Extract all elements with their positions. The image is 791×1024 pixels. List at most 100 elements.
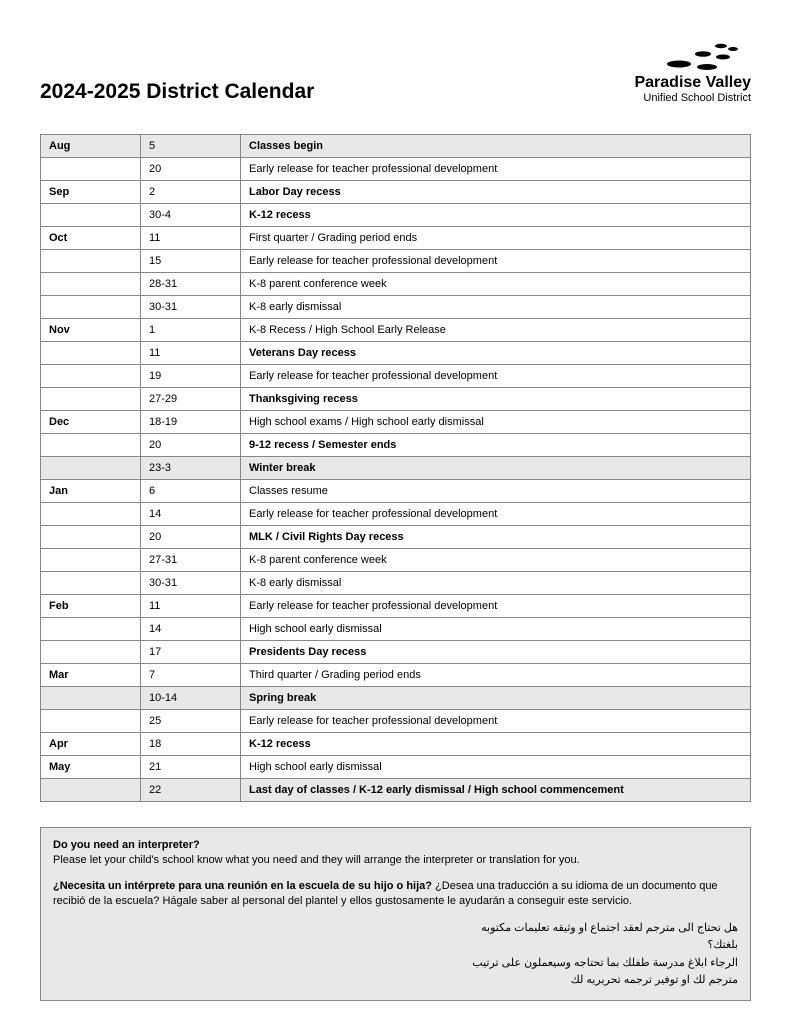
table-row: 23-3Winter break (41, 457, 751, 480)
event-cell: Early release for teacher professional d… (241, 365, 751, 388)
table-row: Aug5Classes begin (41, 135, 751, 158)
event-cell: K-12 recess (241, 733, 751, 756)
month-cell: May (41, 756, 141, 779)
page-header: 2024-2025 District Calendar Paradise Val… (40, 40, 751, 104)
logo-subtitle: Unified School District (634, 92, 751, 104)
table-row: 28-31K-8 parent conference week (41, 273, 751, 296)
table-row: 30-31K-8 early dismissal (41, 572, 751, 595)
table-row: Apr18K-12 recess (41, 733, 751, 756)
logo-icon (634, 40, 751, 72)
event-cell: 9-12 recess / Semester ends (241, 434, 751, 457)
date-cell: 28-31 (141, 273, 241, 296)
date-cell: 11 (141, 227, 241, 250)
table-row: 19Early release for teacher professional… (41, 365, 751, 388)
date-cell: 7 (141, 664, 241, 687)
date-cell: 20 (141, 526, 241, 549)
footer-en-question: Do you need an interpreter? (53, 839, 200, 851)
date-cell: 11 (141, 342, 241, 365)
date-cell: 19 (141, 365, 241, 388)
month-cell: Mar (41, 664, 141, 687)
table-row: Jan6Classes resume (41, 480, 751, 503)
table-row: Sep2Labor Day recess (41, 181, 751, 204)
month-cell: Sep (41, 181, 141, 204)
month-cell (41, 273, 141, 296)
table-row: 14High school early dismissal (41, 618, 751, 641)
month-cell (41, 526, 141, 549)
table-row: 17Presidents Day recess (41, 641, 751, 664)
event-cell: High school early dismissal (241, 618, 751, 641)
month-cell (41, 342, 141, 365)
event-cell: Veterans Day recess (241, 342, 751, 365)
footer-en-body: Please let your child's school know what… (53, 854, 580, 866)
month-cell (41, 503, 141, 526)
event-cell: K-12 recess (241, 204, 751, 227)
event-cell: Winter break (241, 457, 751, 480)
event-cell: Early release for teacher professional d… (241, 158, 751, 181)
table-row: Feb11Early release for teacher professio… (41, 595, 751, 618)
event-cell: K-8 parent conference week (241, 273, 751, 296)
date-cell: 23-3 (141, 457, 241, 480)
month-cell (41, 158, 141, 181)
event-cell: K-8 early dismissal (241, 296, 751, 319)
calendar-table: Aug5Classes begin20Early release for tea… (40, 134, 751, 802)
table-row: 27-29Thanksgiving recess (41, 388, 751, 411)
table-row: 209-12 recess / Semester ends (41, 434, 751, 457)
month-cell (41, 457, 141, 480)
date-cell: 14 (141, 503, 241, 526)
date-cell: 10-14 (141, 687, 241, 710)
month-cell: Feb (41, 595, 141, 618)
table-row: 22Last day of classes / K-12 early dismi… (41, 779, 751, 802)
date-cell: 6 (141, 480, 241, 503)
district-logo: Paradise Valley Unified School District (634, 40, 751, 104)
event-cell: Thanksgiving recess (241, 388, 751, 411)
logo-name: Paradise Valley (634, 74, 751, 92)
date-cell: 11 (141, 595, 241, 618)
table-row: 14Early release for teacher professional… (41, 503, 751, 526)
month-cell (41, 365, 141, 388)
event-cell: Early release for teacher professional d… (241, 710, 751, 733)
table-row: May21High school early dismissal (41, 756, 751, 779)
month-cell (41, 434, 141, 457)
date-cell: 20 (141, 158, 241, 181)
event-cell: Early release for teacher professional d… (241, 250, 751, 273)
date-cell: 27-29 (141, 388, 241, 411)
date-cell: 2 (141, 181, 241, 204)
event-cell: K-8 early dismissal (241, 572, 751, 595)
event-cell: Spring break (241, 687, 751, 710)
event-cell: First quarter / Grading period ends (241, 227, 751, 250)
date-cell: 18 (141, 733, 241, 756)
event-cell: MLK / Civil Rights Day recess (241, 526, 751, 549)
date-cell: 1 (141, 319, 241, 342)
event-cell: High school early dismissal (241, 756, 751, 779)
month-cell: Aug (41, 135, 141, 158)
event-cell: Presidents Day recess (241, 641, 751, 664)
month-cell (41, 296, 141, 319)
date-cell: 30-4 (141, 204, 241, 227)
month-cell (41, 204, 141, 227)
table-row: 20MLK / Civil Rights Day recess (41, 526, 751, 549)
table-row: Nov1K-8 Recess / High School Early Relea… (41, 319, 751, 342)
date-cell: 25 (141, 710, 241, 733)
event-cell: Early release for teacher professional d… (241, 595, 751, 618)
month-cell: Jan (41, 480, 141, 503)
page-title: 2024-2025 District Calendar (40, 80, 314, 104)
table-row: 30-4K-12 recess (41, 204, 751, 227)
table-row: 11Veterans Day recess (41, 342, 751, 365)
table-row: 25Early release for teacher professional… (41, 710, 751, 733)
month-cell (41, 687, 141, 710)
month-cell (41, 572, 141, 595)
date-cell: 17 (141, 641, 241, 664)
month-cell (41, 388, 141, 411)
table-row: 15Early release for teacher professional… (41, 250, 751, 273)
table-row: 30-31K-8 early dismissal (41, 296, 751, 319)
month-cell: Apr (41, 733, 141, 756)
event-cell: K-8 Recess / High School Early Release (241, 319, 751, 342)
date-cell: 18-19 (141, 411, 241, 434)
table-row: 10-14Spring break (41, 687, 751, 710)
table-row: 20Early release for teacher professional… (41, 158, 751, 181)
event-cell: K-8 parent conference week (241, 549, 751, 572)
event-cell: Third quarter / Grading period ends (241, 664, 751, 687)
table-row: 27-31K-8 parent conference week (41, 549, 751, 572)
date-cell: 15 (141, 250, 241, 273)
date-cell: 21 (141, 756, 241, 779)
